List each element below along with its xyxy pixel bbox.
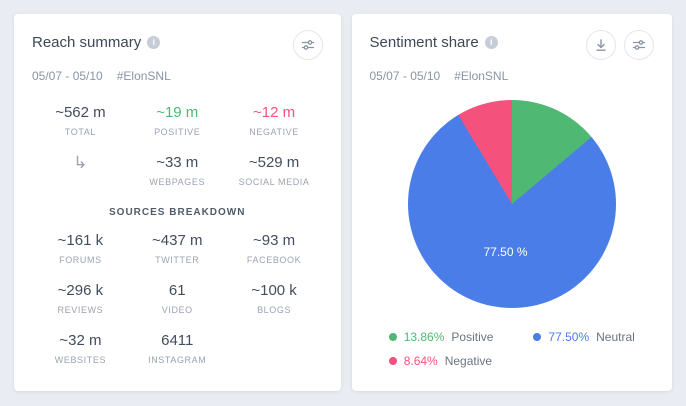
- sentiment-card-header: Sentiment share i: [370, 30, 654, 60]
- stat-facebook: ~93 m FACEBOOK: [246, 232, 302, 265]
- stat-total: ~562 m TOTAL: [55, 104, 106, 137]
- reach-hashtag: #ElonSNL: [116, 69, 171, 83]
- stat-twitter: ~437 m TWITTER: [152, 232, 203, 265]
- stat-instagram: 6411 INSTAGRAM: [148, 332, 207, 365]
- reach-title-row: Reach summary i: [32, 30, 161, 51]
- reach-settings-button[interactable]: [292, 30, 323, 60]
- sentiment-legend: 13.86% Positive 8.64% Negative 77.50% Ne…: [370, 330, 655, 368]
- sentiment-pie-chart[interactable]: 77.50 %: [407, 100, 616, 308]
- stat-webpages: ~33 m WEBPAGES: [149, 154, 206, 187]
- sentiment-settings-button[interactable]: [624, 30, 654, 60]
- reach-stats-grid: ~562 m TOTAL ~19 m POSITIVE ~12 m NEGATI…: [32, 104, 323, 365]
- legend-percent-neutral: 77.50%: [548, 330, 590, 344]
- legend-label-neutral: Neutral: [596, 330, 635, 344]
- stat-negative: ~12 m NEGATIVE: [249, 104, 299, 137]
- stat-video: 61 VIDEO: [161, 282, 193, 315]
- legend-dot-neutral: [533, 333, 542, 341]
- pie-neutral-label: 77.50 %: [483, 244, 528, 259]
- reach-breakdown-arrow-cell: ↳: [32, 154, 129, 187]
- reach-card-header: Reach summary i: [32, 30, 323, 60]
- sources-breakdown-header: SOURCES BREAKDOWN: [109, 207, 246, 218]
- stat-websites: ~32 m WEBSITES: [54, 332, 107, 365]
- reach-card-title: Reach summary: [32, 34, 142, 51]
- stat-blogs: ~100 k BLOGS: [251, 282, 297, 315]
- pie-chart-area: 77.50 %: [370, 100, 655, 308]
- legend-item-neutral[interactable]: 77.50% Neutral: [533, 330, 635, 344]
- legend-percent-positive: 13.86%: [403, 330, 445, 344]
- stat-social-media: ~529 m SOCIAL MEDIA: [238, 154, 310, 187]
- legend-label-negative: Negative: [444, 354, 493, 368]
- sentiment-title-row: Sentiment share i: [370, 30, 498, 51]
- sliders-icon: [632, 40, 646, 50]
- download-icon: [596, 39, 606, 51]
- info-icon[interactable]: i: [484, 36, 498, 49]
- sentiment-share-card: Sentiment share i 05/07 - 05/10: [351, 14, 672, 391]
- stat-positive: ~19 m POSITIVE: [154, 104, 201, 137]
- reach-subtitle: 05/07 - 05/10 #ElonSNL: [32, 69, 323, 83]
- sliders-icon: [301, 40, 314, 50]
- stat-reviews: ~296 k REVIEWS: [57, 282, 104, 315]
- branch-arrow-icon: ↳: [73, 153, 88, 172]
- stat-empty-cell: [226, 332, 323, 365]
- reach-header-actions: [292, 30, 323, 60]
- sentiment-subtitle: 05/07 - 05/10 #ElonSNL: [370, 69, 655, 83]
- reach-summary-card: Reach summary i 05/07 - 05/10 #ElonSNL ~…: [14, 14, 341, 391]
- sentiment-card-title: Sentiment share: [369, 34, 479, 51]
- sentiment-header-actions: [586, 30, 654, 60]
- stat-forums: ~161 k FORUMS: [57, 232, 104, 265]
- reach-date-range: 05/07 - 05/10: [32, 69, 103, 83]
- legend-dot-negative: [388, 357, 397, 365]
- info-icon[interactable]: i: [147, 36, 161, 49]
- sentiment-hashtag: #ElonSNL: [454, 69, 509, 83]
- legend-item-negative[interactable]: 8.64% Negative: [388, 354, 494, 368]
- sentiment-download-button[interactable]: [586, 30, 616, 60]
- legend-percent-negative: 8.64%: [403, 354, 438, 368]
- sentiment-date-range: 05/07 - 05/10: [369, 69, 441, 83]
- legend-item-positive[interactable]: 13.86% Positive: [388, 330, 494, 344]
- legend-label-positive: Positive: [451, 330, 494, 344]
- legend-dot-positive: [388, 333, 397, 341]
